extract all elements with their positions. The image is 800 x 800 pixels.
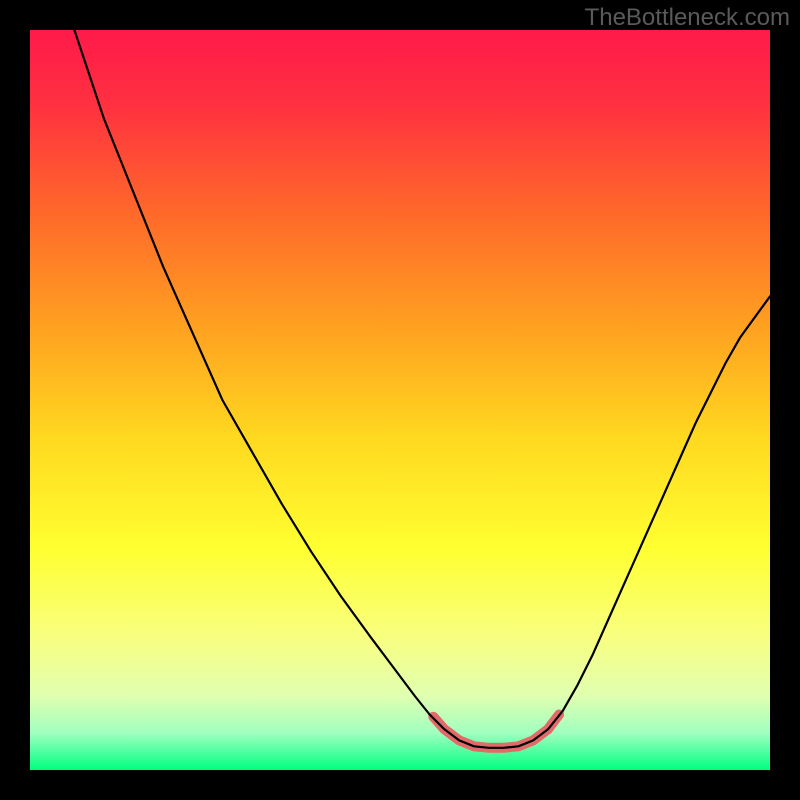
bottleneck-curve xyxy=(74,30,770,748)
watermark-text: TheBottleneck.com xyxy=(585,4,790,32)
bottleneck-highlight xyxy=(433,715,559,748)
chart-container: TheBottleneck.com xyxy=(0,0,800,800)
curve-layer xyxy=(30,30,770,770)
plot-area xyxy=(30,30,770,770)
